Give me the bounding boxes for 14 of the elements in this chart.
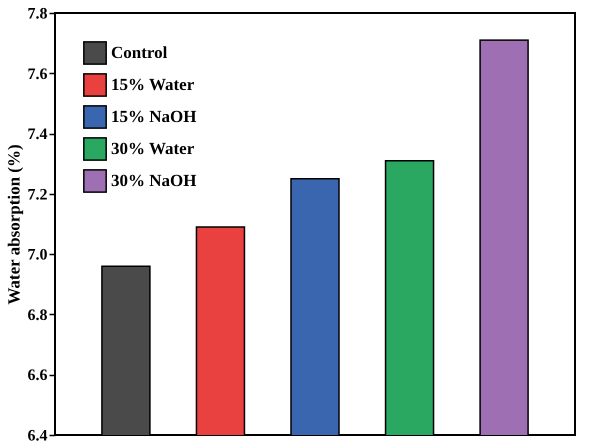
legend-label: 30% NaOH xyxy=(111,171,196,190)
legend-label: 15% Water xyxy=(111,75,195,94)
y-tick-label: 6.6 xyxy=(28,367,48,384)
legend-label: 30% Water xyxy=(111,139,195,158)
legend-label: 15% NaOH xyxy=(111,107,196,126)
y-tick-label: 6.4 xyxy=(28,428,48,444)
y-axis-title: Water absorption (%) xyxy=(4,144,24,305)
legend-label: Control xyxy=(111,43,168,62)
y-tick-label: 6.8 xyxy=(28,306,48,324)
y-tick-label: 7.6 xyxy=(28,66,48,83)
y-tick-label: 7.2 xyxy=(28,186,48,204)
y-tick-label: 7.8 xyxy=(28,6,48,22)
y-tick-label: 7.4 xyxy=(28,126,48,144)
y-tick-label: 7.0 xyxy=(28,246,48,264)
